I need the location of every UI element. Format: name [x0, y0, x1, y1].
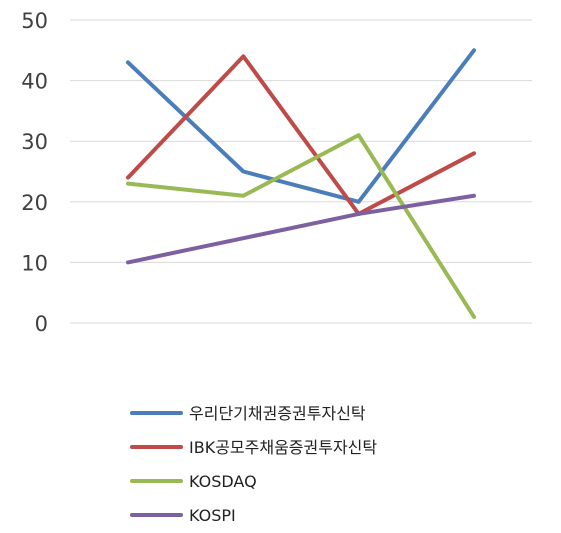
- y-tick-label-10: 10: [21, 251, 48, 275]
- series-line-1: [126, 54, 476, 216]
- y-tick-label-40: 40: [21, 70, 48, 94]
- legend: 우리단기채권증권투자신탁 IBK공모주채움증권투자신탁 KOSDAQ KOSPI: [130, 404, 377, 525]
- y-axis-tick-labels: 0 10 20 30 40 50: [21, 9, 48, 336]
- legend-label-1: IBK공모주채움증권투자신탁: [189, 438, 377, 457]
- legend-label-0: 우리단기채권증권투자신탁: [189, 404, 366, 423]
- series-line-3: [126, 193, 476, 265]
- series-lines: [126, 48, 476, 319]
- legend-label-2: KOSDAQ: [189, 472, 257, 491]
- y-tick-label-50: 50: [21, 9, 48, 33]
- y-tick-label-20: 20: [21, 191, 48, 215]
- y-tick-label-30: 30: [21, 130, 48, 154]
- y-tick-label-0: 0: [35, 312, 48, 336]
- legend-label-3: KOSPI: [189, 506, 236, 525]
- series-line-2: [126, 133, 476, 319]
